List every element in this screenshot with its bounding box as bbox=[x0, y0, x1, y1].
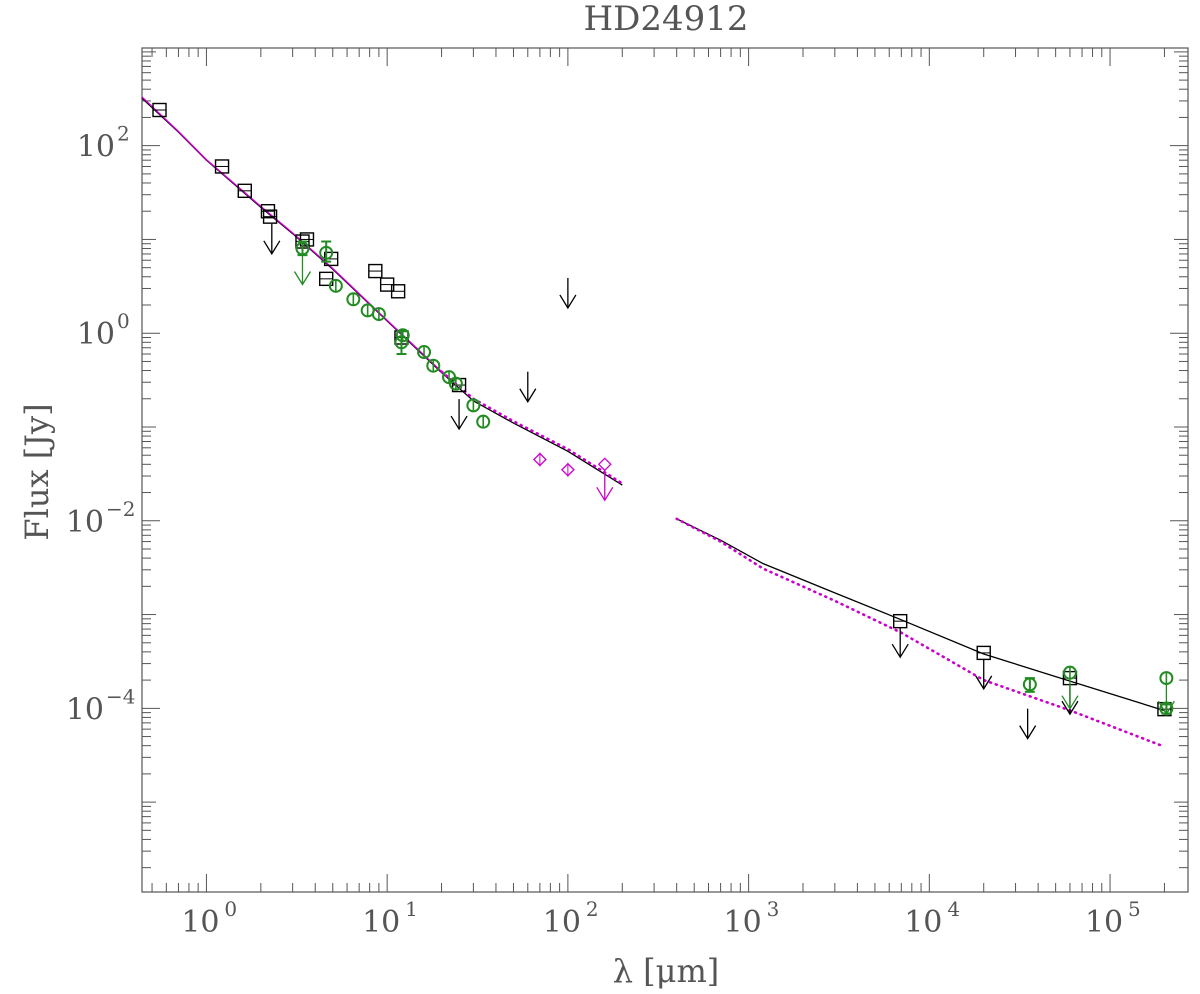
upper-limit-arrow-head bbox=[450, 415, 468, 431]
y-tick-label-exponent: 0 bbox=[117, 309, 130, 333]
model-line-dotted bbox=[440, 370, 624, 485]
upper-limit-arrow-head bbox=[891, 643, 909, 659]
x-axis-label: λ [μm] bbox=[613, 952, 720, 990]
x-tick-label-exponent: 0 bbox=[224, 897, 237, 921]
upper-limit-arrow-head bbox=[559, 294, 577, 310]
model-line-dotted bbox=[675, 517, 1166, 748]
x-tick-label-exponent: 5 bbox=[1128, 897, 1141, 921]
y-tick-label: 10 bbox=[77, 130, 115, 165]
upper-limit-arrow-head bbox=[975, 675, 993, 691]
x-tick-label: 10 bbox=[543, 905, 581, 940]
upper-limit-arrow-head bbox=[1019, 725, 1037, 740]
y-tick-label-exponent: 2 bbox=[117, 122, 130, 146]
upper-limit-arrow-head bbox=[263, 240, 281, 256]
y-tick-label: 10 bbox=[66, 692, 104, 727]
model-line-solid bbox=[676, 518, 1165, 712]
model-lines bbox=[141, 96, 1166, 748]
y-tick-label: 10 bbox=[77, 317, 115, 352]
x-tick-label: 10 bbox=[724, 905, 762, 940]
x-tick-label: 10 bbox=[904, 905, 942, 940]
upper-limit-arrow-head bbox=[519, 388, 537, 403]
plot-frame bbox=[141, 47, 1189, 893]
y-tick-label-exponent: −4 bbox=[106, 684, 135, 708]
upper-limit-arrow-magenta-head bbox=[596, 486, 614, 502]
upper-limit-arrow-head bbox=[1061, 700, 1079, 716]
x-tick-label-exponent: 2 bbox=[586, 897, 599, 921]
x-tick-label-exponent: 3 bbox=[767, 897, 780, 921]
plot-border bbox=[141, 47, 1189, 893]
x-tick-label-exponent: 4 bbox=[947, 897, 960, 921]
x-tick-label-exponent: 1 bbox=[405, 897, 418, 921]
upper-limit-arrow-green-head bbox=[1157, 700, 1175, 716]
x-tick-label: 10 bbox=[1085, 905, 1123, 940]
x-tick-label: 10 bbox=[181, 905, 219, 940]
y-tick-label-exponent: −2 bbox=[106, 497, 135, 521]
data-markers bbox=[152, 102, 1175, 740]
x-tick-label: 10 bbox=[362, 905, 400, 940]
axis-ticks: 10 0 10 1 10 2 10 3 10 4 10 510 210 010 −210 −4 bbox=[66, 48, 1188, 940]
upper-limit-arrow-green-head bbox=[293, 271, 312, 286]
y-axis-label: Flux [Jy] bbox=[18, 403, 56, 540]
y-tick-label: 10 bbox=[66, 505, 104, 540]
chart-title: HD24912 bbox=[583, 0, 748, 39]
upper-limit-arrow-green-head bbox=[1061, 695, 1079, 710]
